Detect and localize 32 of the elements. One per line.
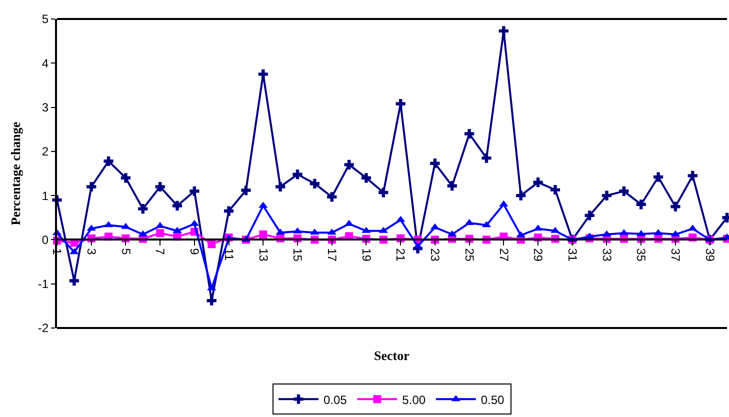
x-tick-label: 33 (600, 248, 614, 262)
x-tick-label: 17 (324, 248, 339, 262)
x-tick-label: 25 (462, 248, 476, 262)
y-tick-label: 0 (42, 232, 49, 247)
x-tick-label: 37 (668, 248, 683, 262)
x-tick-label: 29 (531, 248, 546, 262)
x-tick-label: 7 (153, 248, 168, 256)
y-tick-label: 3 (42, 100, 49, 114)
y-tick-label: 2 (42, 144, 49, 159)
x-tick-label: 9 (188, 248, 202, 256)
x-tick-label: 5 (118, 248, 133, 256)
y-tick-label: 4 (42, 56, 49, 70)
y-axis-title: Percentage change (8, 122, 23, 226)
legend-label: 0.50 (480, 392, 505, 407)
legend-label: 5.00 (402, 392, 426, 407)
x-tick-label: 11 (222, 248, 236, 261)
x-tick-label: 21 (394, 248, 408, 262)
x-tick-label: 13 (256, 248, 270, 262)
y-tick-label: -2 (38, 321, 49, 336)
x-tick-label: 31 (565, 248, 580, 262)
x-tick-label: 3 (84, 248, 98, 256)
x-tick-label: 35 (634, 248, 648, 262)
x-tick-label: 27 (496, 248, 511, 262)
x-tick-label: 23 (428, 248, 442, 262)
legend-label: 0.05 (324, 392, 348, 407)
x-tick-label: 19 (359, 248, 374, 262)
x-axis-title: Sector (374, 348, 410, 363)
y-tick-label: 1 (42, 188, 49, 203)
x-tick-label: 15 (290, 248, 305, 262)
x-tick-label: 39 (702, 248, 717, 262)
y-tick-label: 5 (42, 12, 49, 26)
y-tick-label: -1 (38, 277, 49, 292)
